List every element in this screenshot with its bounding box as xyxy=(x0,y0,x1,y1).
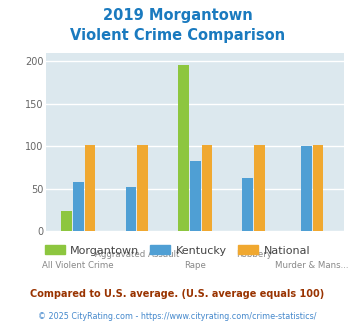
Text: © 2025 CityRating.com - https://www.cityrating.com/crime-statistics/: © 2025 CityRating.com - https://www.city… xyxy=(38,312,317,321)
Bar xyxy=(137,145,148,231)
Text: All Violent Crime: All Violent Crime xyxy=(43,261,114,270)
Text: Compared to U.S. average. (U.S. average equals 100): Compared to U.S. average. (U.S. average … xyxy=(31,289,324,299)
Text: Murder & Mans...: Murder & Mans... xyxy=(275,261,349,270)
Bar xyxy=(84,145,95,231)
Text: Rape: Rape xyxy=(184,261,206,270)
Bar xyxy=(190,161,201,231)
Text: Violent Crime Comparison: Violent Crime Comparison xyxy=(70,28,285,43)
Text: Robbery: Robbery xyxy=(236,250,272,259)
Text: 2019 Morgantown: 2019 Morgantown xyxy=(103,8,252,23)
Bar xyxy=(202,145,212,231)
Bar xyxy=(178,65,189,231)
Bar xyxy=(254,145,265,231)
Bar xyxy=(61,212,72,231)
Text: Aggravated Assault: Aggravated Assault xyxy=(94,250,179,259)
Bar xyxy=(126,187,136,231)
Bar xyxy=(301,146,312,231)
Bar xyxy=(73,182,84,231)
Legend: Morgantown, Kentucky, National: Morgantown, Kentucky, National xyxy=(40,241,315,260)
Bar xyxy=(313,145,323,231)
Bar xyxy=(242,179,253,231)
